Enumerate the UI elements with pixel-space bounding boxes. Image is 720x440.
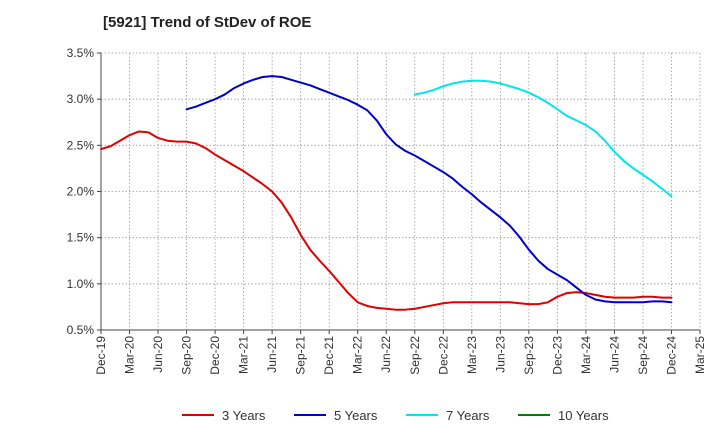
y-tick-label: 3.5% xyxy=(67,46,95,60)
legend-item-10-years: 10 Years xyxy=(518,408,609,423)
legend-item-7-years: 7 Years xyxy=(406,408,490,423)
x-tick-label: Mar-20 xyxy=(123,336,137,374)
series-line-5-years xyxy=(185,75,673,304)
x-tick-label: Dec-23 xyxy=(550,336,564,375)
x-tick-label: Jun-20 xyxy=(151,336,165,373)
x-tick-label: Jun-21 xyxy=(265,336,279,373)
x-tick-label: Dec-22 xyxy=(436,336,450,375)
x-tick-label: Jun-24 xyxy=(607,336,621,373)
x-tick-label: Sep-22 xyxy=(408,336,422,375)
y-tick-label: 1.5% xyxy=(67,231,95,245)
y-tick-label: 1.0% xyxy=(67,277,95,291)
x-tick-label: Sep-23 xyxy=(522,336,536,375)
legend-label: 5 Years xyxy=(334,408,378,423)
y-tick-label: 0.5% xyxy=(67,323,95,337)
x-tick-label: Mar-23 xyxy=(465,336,479,374)
x-tick-label: Mar-22 xyxy=(351,336,365,374)
x-tick-label: Jun-22 xyxy=(379,336,393,373)
y-tick-label: 2.5% xyxy=(67,138,95,152)
x-tick-label: Mar-24 xyxy=(579,336,593,374)
y-tick-label: 2.0% xyxy=(67,185,95,199)
series-line-7-years xyxy=(413,79,673,198)
series-layer xyxy=(100,75,673,311)
x-tick-label: Jun-23 xyxy=(493,336,507,373)
axis-layer: 0.5% 1.0% 1.5% 2.0% 2.5% 3.0% 3.5% Dec-19 Mar-20… xyxy=(67,46,707,375)
legend-item-3-years: 3 Years xyxy=(182,408,266,423)
x-tick-label: Sep-21 xyxy=(294,336,308,375)
legend-label: 7 Years xyxy=(446,408,490,423)
chart-title: [5921] Trend of StDev of ROE xyxy=(103,14,312,31)
x-tick-label: Sep-24 xyxy=(636,336,650,375)
legend-label: 10 Years xyxy=(558,408,609,423)
legend-item-5-years: 5 Years xyxy=(294,408,378,423)
x-tick-label: Dec-24 xyxy=(664,336,678,375)
legend: 3 Years 5 Years 7 Years 10 Years xyxy=(182,408,609,423)
y-tick-label: 3.0% xyxy=(67,92,95,106)
grid-layer xyxy=(100,52,701,331)
x-tick-label: Dec-21 xyxy=(322,336,336,375)
legend-label: 3 Years xyxy=(222,408,266,423)
x-tick-label: Dec-20 xyxy=(208,336,222,375)
plot-area xyxy=(101,53,700,330)
x-tick-label: Sep-20 xyxy=(180,336,194,375)
x-tick-label: Dec-19 xyxy=(94,336,108,375)
x-tick-label: Mar-21 xyxy=(237,336,251,374)
series-line-3-years xyxy=(100,130,673,311)
x-tick-label: Mar-25 xyxy=(693,336,707,374)
